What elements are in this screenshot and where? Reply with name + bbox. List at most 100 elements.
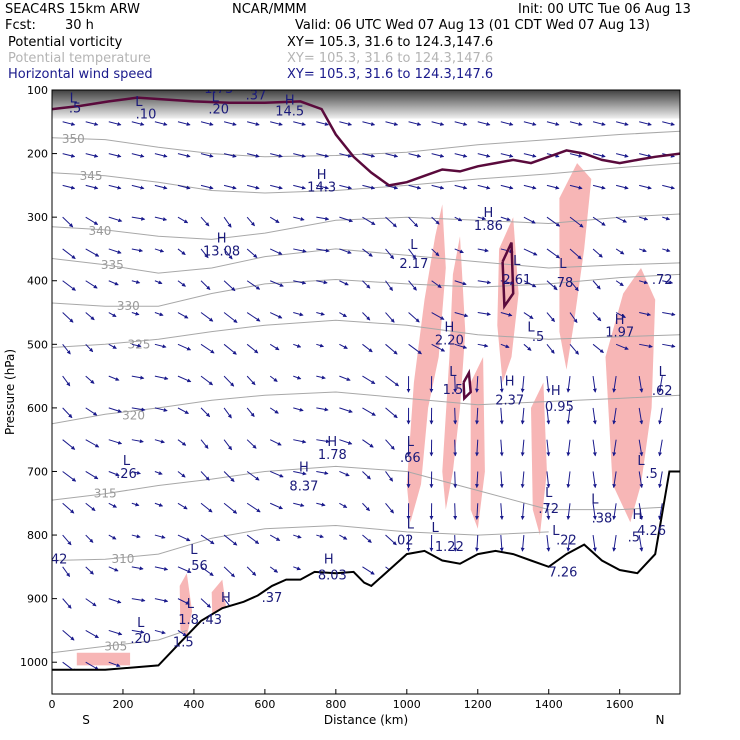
wind-vector-271 xyxy=(454,216,463,222)
x-axis-label: Distance (km) xyxy=(324,713,408,727)
wind-vector-16 xyxy=(62,630,75,641)
wind-vector-216 xyxy=(362,312,371,321)
pv-extremum-label-45: L xyxy=(637,454,645,469)
wind-vector-171 xyxy=(293,248,307,253)
wind-vector-365 xyxy=(592,534,597,552)
pv-extremum-label-62: L xyxy=(190,543,198,558)
wind-vector-21 xyxy=(85,216,99,225)
pv-extremum-label-37: H xyxy=(327,435,337,450)
wind-vector-309 xyxy=(499,535,504,552)
wind-vector-12 xyxy=(62,502,75,514)
wind-vector-27 xyxy=(85,407,98,416)
pv-extremum-label-19: 2.61 xyxy=(502,273,531,288)
wind-vector-318 xyxy=(520,376,525,393)
pv-extremum-label-2: L xyxy=(135,95,143,110)
pv-extremum-label-9: 14.5 xyxy=(275,104,304,119)
wind-vector-196 xyxy=(339,121,353,126)
wind-vector-102 xyxy=(177,566,192,573)
wind-vector-192 xyxy=(316,439,330,444)
wind-vector-312 xyxy=(523,184,537,190)
wind-vector-403 xyxy=(658,407,663,425)
pv-extremum-label-71: L xyxy=(137,616,145,631)
wind-vector-268 xyxy=(454,121,468,126)
wind-vector-293 xyxy=(475,471,479,489)
pv-extremum-label-23: H xyxy=(444,321,454,336)
wind-vector-362 xyxy=(592,439,597,457)
theta-contour-330 xyxy=(52,273,680,307)
wind-vector-393 xyxy=(638,534,644,552)
wind-vector-327 xyxy=(546,216,561,227)
pv-extremum-label-52: 4.26 xyxy=(637,524,666,539)
wind-vector-283 xyxy=(477,153,491,158)
pv-extremum-label-63: .56 xyxy=(187,559,208,574)
wind-vector-75 xyxy=(154,248,165,253)
pv-extremum-label-51: H xyxy=(633,508,643,523)
theta-label-330: 330 xyxy=(117,299,140,313)
wind-vector-226 xyxy=(385,153,399,158)
pv-extremum-label-4: 1.73 xyxy=(204,82,233,97)
terrain-line xyxy=(52,470,680,671)
wind-vector-156 xyxy=(269,248,283,255)
wind-vector-85 xyxy=(154,566,169,571)
wind-vector-40 xyxy=(108,248,122,254)
wind-vector-236 xyxy=(385,471,394,482)
wind-vector-215 xyxy=(362,280,371,289)
wind-vector-296 xyxy=(500,121,514,126)
wind-vector-326 xyxy=(546,184,560,190)
wind-vector-384 xyxy=(639,248,647,253)
wind-vector-28 xyxy=(85,439,100,448)
wind-vector-205 xyxy=(339,407,353,413)
wind-vector-231 xyxy=(385,312,395,323)
wind-vector-64 xyxy=(131,439,144,444)
wind-vector-371 xyxy=(615,280,624,287)
wind-vector-328 xyxy=(546,248,561,259)
wind-vector-354 xyxy=(592,184,606,190)
wind-vector-34 xyxy=(85,629,99,639)
wind-vector-42 xyxy=(108,312,117,318)
wind-vector-275 xyxy=(454,343,468,349)
pv-extremum-label-20: L xyxy=(559,257,567,272)
field-xy-pv: XY= 105.3, 31.6 to 124.3,147.6 xyxy=(287,35,494,50)
wind-vector-66 xyxy=(131,502,140,507)
wind-vector-373 xyxy=(615,343,629,350)
wind-vector-183 xyxy=(316,153,329,158)
wind-vector-149 xyxy=(246,502,261,513)
wind-vector-159 xyxy=(269,343,280,351)
pv-extremum-label-61: 42 xyxy=(51,553,68,568)
wind-vector-125 xyxy=(223,248,233,260)
wind-vector-184 xyxy=(316,184,329,190)
pv-shading-region-4 xyxy=(605,268,656,523)
wind-vector-97 xyxy=(177,407,189,414)
theta-label-340: 340 xyxy=(88,224,111,238)
wind-vector-18 xyxy=(85,121,99,126)
pv-extremum-label-67: L xyxy=(187,597,195,612)
wind-vector-129 xyxy=(223,375,235,387)
wind-vector-177 xyxy=(293,439,307,444)
wind-vector-330 xyxy=(546,312,555,323)
wind-vector-88 xyxy=(177,121,191,126)
wind-vector-150 xyxy=(246,534,260,545)
wind-vector-59 xyxy=(131,280,141,284)
wind-vector-89 xyxy=(177,153,191,158)
wind-vector-233 xyxy=(385,375,400,387)
wind-vector-22 xyxy=(85,248,100,257)
pv-extremum-label-64: H xyxy=(324,553,334,568)
wind-vector-117 xyxy=(200,502,213,513)
wind-vector-342 xyxy=(569,248,582,260)
wind-vector-33 xyxy=(85,598,97,607)
wind-vector-161 xyxy=(269,407,279,414)
wind-vector-62 xyxy=(131,375,145,380)
wind-vector-284 xyxy=(477,184,491,190)
wind-vector-319 xyxy=(520,407,525,425)
wind-vector-190 xyxy=(316,375,326,380)
wind-vector-388 xyxy=(638,376,644,393)
wind-vector-110 xyxy=(200,280,211,290)
pv-extremum-label-18: L xyxy=(513,254,521,269)
wind-vector-82 xyxy=(154,471,163,475)
pv-extremum-label-60: 7.26 xyxy=(548,565,577,580)
wind-vector-63 xyxy=(131,407,146,412)
x-tick-label-2: 400 xyxy=(183,698,204,711)
wind-vector-370 xyxy=(615,248,625,255)
wind-vector-348 xyxy=(566,439,571,457)
x-tick-label-6: 1200 xyxy=(464,698,492,711)
